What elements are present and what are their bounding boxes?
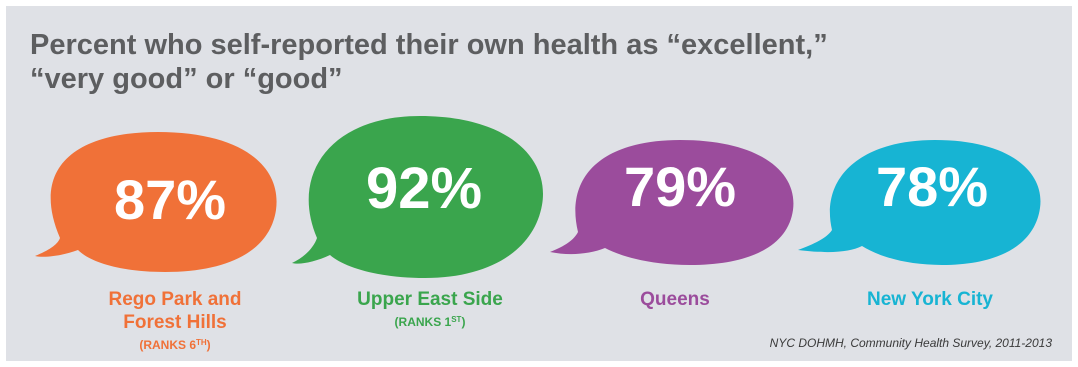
bubble-shape-upper-east-side [292, 116, 543, 278]
category-name-line-1: New York City [866, 289, 993, 310]
rank-label: (RANKS 1ST) [394, 315, 466, 329]
bubble-shape-new-york-city [798, 140, 1041, 265]
category-label-queens: Queens [600, 288, 750, 311]
bubble-rego-park: 87% [35, 132, 277, 272]
category-name-line-1: Queens [640, 289, 710, 310]
chart-title: Percent who self-reported their own heal… [30, 28, 930, 96]
value-label-queens: 79% [624, 155, 736, 218]
bubble-shape-rego-park [35, 132, 277, 272]
category-name-line-2: Forest Hills [123, 312, 227, 333]
category-name-line-1: Rego Park and [108, 289, 242, 310]
rank-label: (RANKS 6TH) [139, 338, 211, 352]
bubble-queens: 79% [550, 140, 794, 265]
value-label-upper-east-side: 92% [366, 156, 482, 221]
title-line-1: Percent who self-reported their own heal… [30, 29, 828, 61]
value-label-new-york-city: 78% [876, 155, 988, 218]
source-note: NYC DOHMH, Community Health Survey, 2011… [769, 336, 1052, 350]
category-label-new-york-city: New York City [830, 288, 1030, 311]
value-label-rego-park: 87% [114, 168, 226, 231]
title-line-2: “very good” or “good” [30, 63, 343, 95]
bubble-shape-queens [550, 140, 794, 265]
category-label-upper-east-side: Upper East Side (RANKS 1ST) [320, 288, 540, 331]
bubble-new-york-city: 78% [798, 140, 1041, 265]
category-label-rego-park: Rego Park and Forest Hills (RANKS 6TH) [55, 288, 295, 354]
category-name-line-1: Upper East Side [357, 289, 503, 310]
bubble-upper-east-side: 92% [292, 116, 543, 278]
